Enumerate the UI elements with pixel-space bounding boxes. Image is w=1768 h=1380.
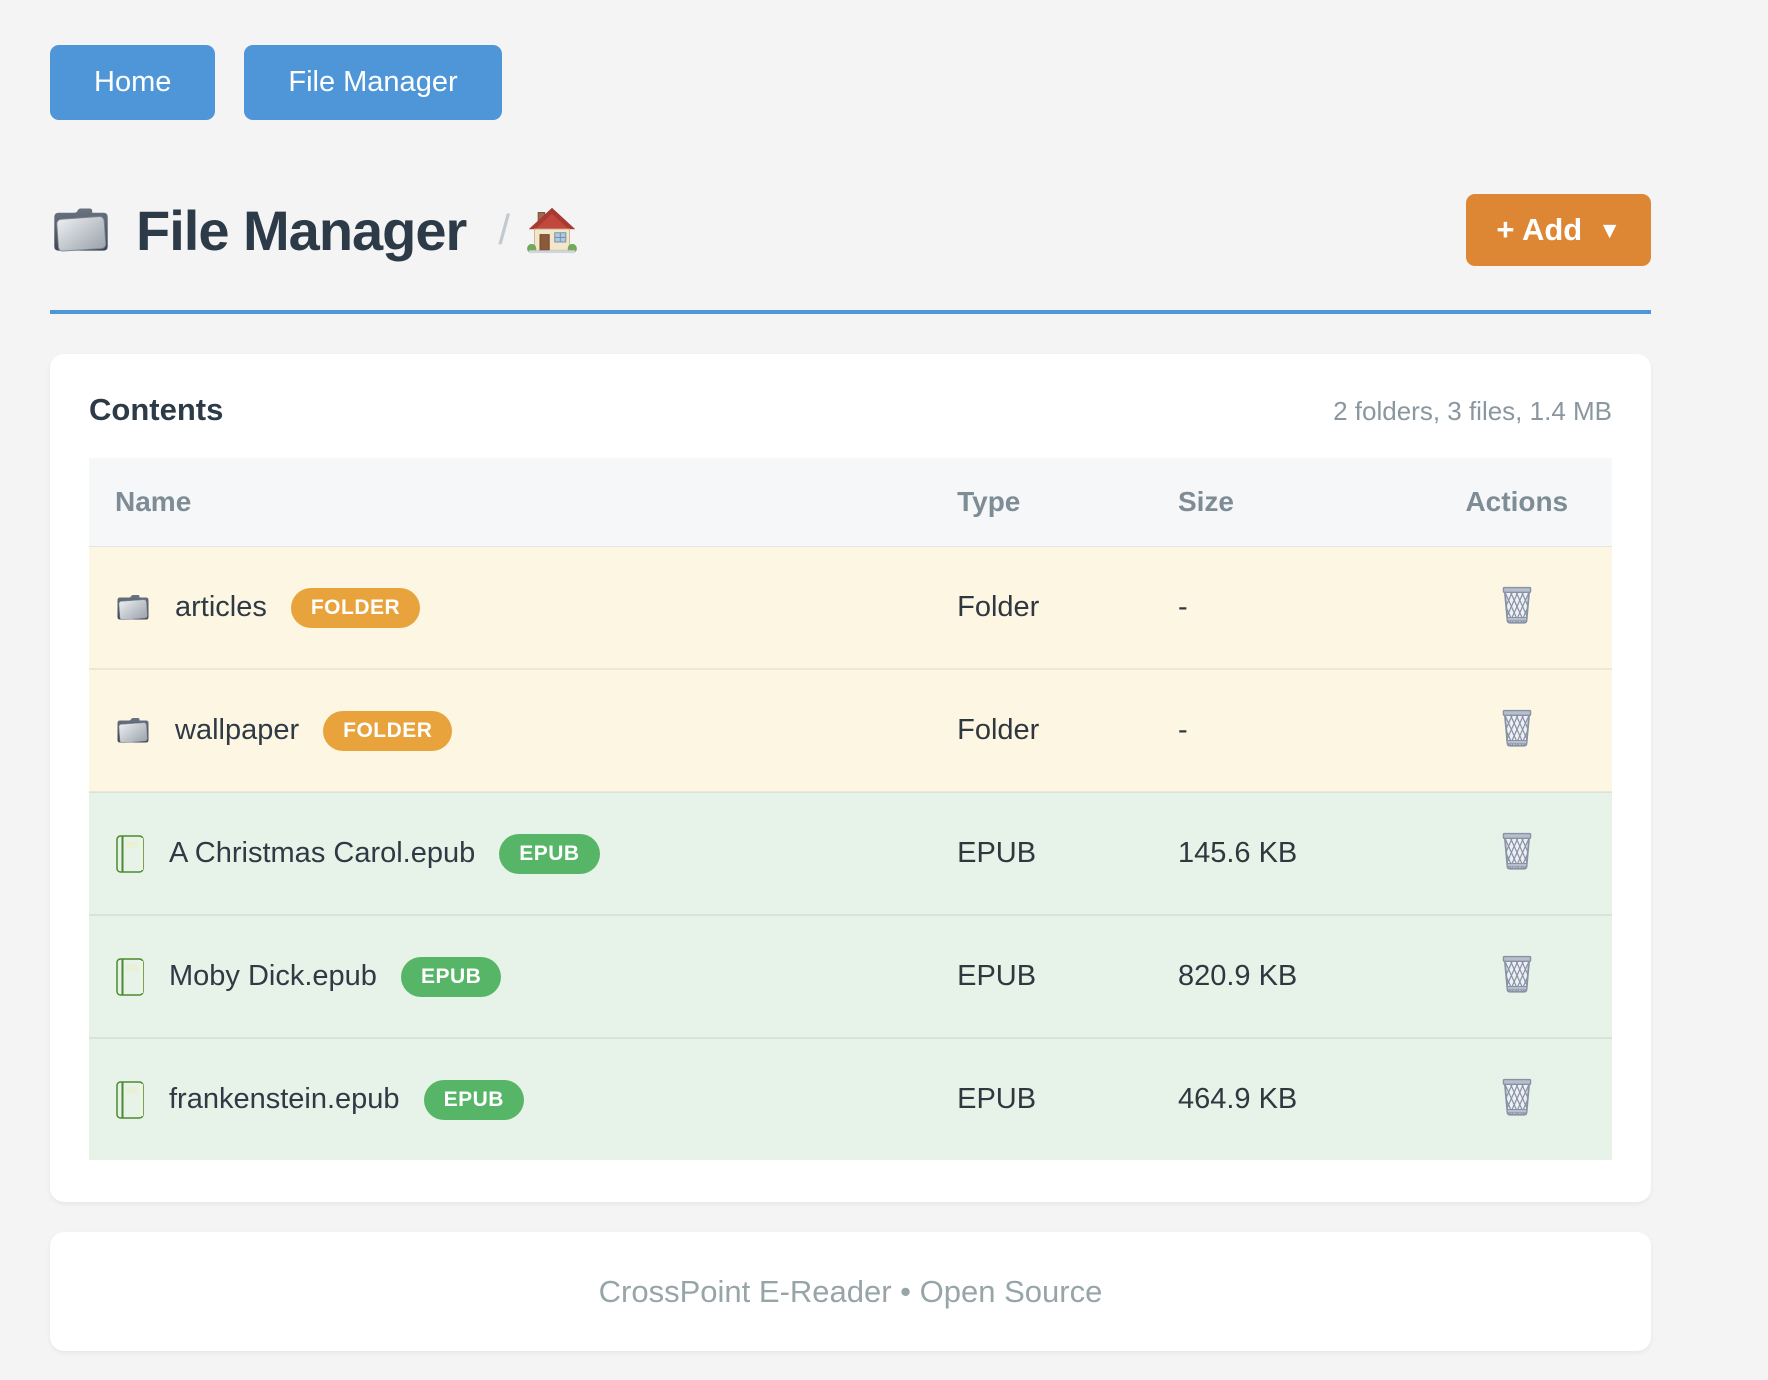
trash-icon — [1500, 1074, 1534, 1117]
file-name: Moby Dick.epub — [169, 960, 377, 992]
file-type: EPUB — [957, 837, 1037, 869]
footer-text: CrossPoint E-Reader • Open Source — [598, 1273, 1103, 1309]
book-icon — [115, 1080, 145, 1119]
page: Home File Manager Fi — [50, 0, 1651, 1351]
title-group: File Manager / — [50, 198, 578, 263]
title-divider — [50, 310, 1651, 314]
nav-button-home[interactable]: Home — [50, 45, 216, 120]
type-badge: EPUB — [423, 1079, 524, 1120]
page-header: File Manager / + Add ▼ — [50, 194, 1651, 266]
file-name: articles — [175, 591, 267, 623]
delete-button[interactable] — [1500, 1074, 1534, 1117]
book-icon — [115, 834, 145, 873]
type-badge: EPUB — [499, 833, 600, 874]
chevron-down-icon: ▼ — [1598, 216, 1621, 243]
folder-icon — [115, 715, 151, 746]
contents-card: Contents 2 folders, 3 files, 1.4 MB Name… — [50, 354, 1651, 1202]
file-type: EPUB — [957, 960, 1037, 992]
book-icon — [115, 957, 145, 996]
footer: CrossPoint E-Reader • Open Source — [50, 1232, 1651, 1351]
delete-button[interactable] — [1500, 582, 1534, 625]
file-size: 464.9 KB — [1177, 1083, 1298, 1115]
table-row[interactable]: wallpaper FOLDER Folder - — [89, 669, 1612, 792]
file-size: 145.6 KB — [1177, 837, 1298, 869]
folder-icon — [50, 203, 112, 257]
type-badge: FOLDER — [323, 710, 453, 751]
folder-icon — [115, 592, 151, 623]
delete-button[interactable] — [1500, 828, 1534, 871]
delete-button[interactable] — [1500, 951, 1534, 994]
table-body: articles FOLDER Folder - — [89, 546, 1612, 1160]
add-button[interactable]: + Add ▼ — [1466, 194, 1651, 266]
file-size: 820.9 KB — [1177, 960, 1298, 992]
file-table: Name Type Size Actions — [89, 458, 1612, 1160]
contents-heading: Contents — [89, 392, 224, 427]
contents-card-header: Contents 2 folders, 3 files, 1.4 MB — [89, 392, 1612, 428]
trash-icon — [1500, 705, 1534, 748]
file-size: - — [1177, 591, 1188, 623]
home-icon[interactable] — [526, 206, 578, 254]
breadcrumb-separator: / — [498, 206, 510, 253]
table-row[interactable]: frankenstein.epub EPUB EPUB 464.9 KB — [89, 1038, 1612, 1160]
file-size: - — [1177, 714, 1188, 746]
file-type: Folder — [957, 591, 1040, 623]
column-header-name: Name — [115, 486, 192, 517]
trash-icon — [1500, 582, 1534, 625]
file-type: EPUB — [957, 1083, 1037, 1115]
top-nav: Home File Manager — [50, 0, 1651, 120]
page-title: File Manager — [136, 198, 467, 262]
type-badge: EPUB — [400, 956, 502, 997]
trash-icon — [1500, 951, 1534, 994]
table-row[interactable]: Moby Dick.epub EPUB EPUB 820.9 KB — [89, 915, 1612, 1038]
table-row[interactable]: A Christmas Carol.epub EPUB EPUB 145.6 K… — [89, 792, 1612, 915]
delete-button[interactable] — [1500, 705, 1534, 748]
file-name: wallpaper — [175, 714, 300, 746]
table-header: Name Type Size Actions — [89, 458, 1612, 547]
type-badge: FOLDER — [290, 587, 421, 628]
trash-icon — [1500, 828, 1534, 871]
file-name: frankenstein.epub — [169, 1083, 400, 1115]
add-button-label: + Add — [1496, 212, 1583, 247]
table-row[interactable]: articles FOLDER Folder - — [89, 546, 1612, 669]
file-type: Folder — [957, 714, 1040, 746]
file-name: A Christmas Carol.epub — [169, 837, 476, 869]
column-header-type: Type — [957, 486, 1021, 517]
column-header-size: Size — [1177, 486, 1234, 517]
column-header-actions: Actions — [1465, 486, 1569, 517]
nav-button-file-manager[interactable]: File Manager — [244, 45, 502, 120]
contents-summary: 2 folders, 3 files, 1.4 MB — [1333, 396, 1612, 426]
